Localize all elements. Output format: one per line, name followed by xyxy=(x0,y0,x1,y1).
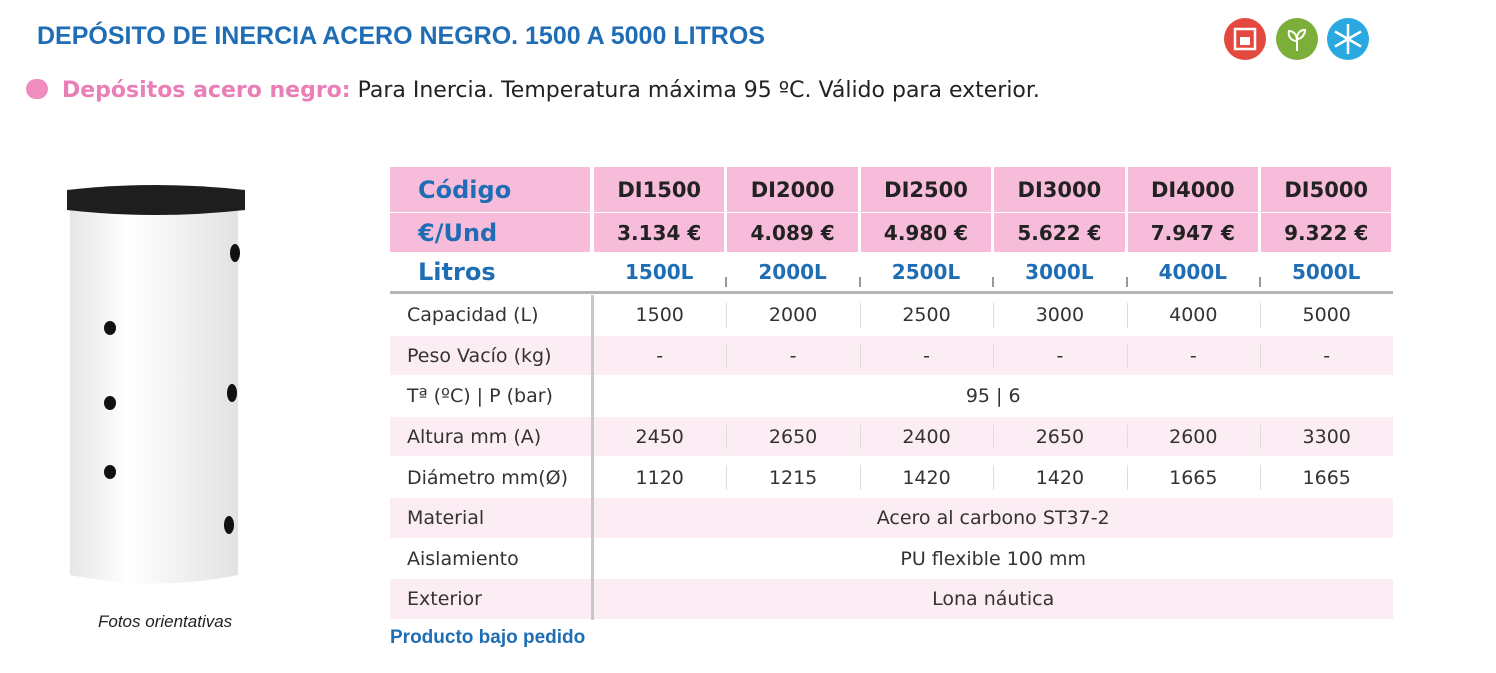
divider xyxy=(726,424,728,450)
row-label: Diámetro mm(Ø) xyxy=(407,466,569,489)
divider xyxy=(1126,424,1128,450)
divider xyxy=(1260,343,1261,369)
cell: 1420 xyxy=(1035,466,1085,489)
footer-note: Producto bajo pedido xyxy=(390,627,586,648)
divider xyxy=(1260,424,1261,450)
bullet xyxy=(26,79,48,99)
image-caption: Fotos orientativas xyxy=(98,612,233,631)
divider xyxy=(859,424,861,450)
header-cell: 4.980 € xyxy=(860,213,992,252)
header-cell: 7.947 € xyxy=(1127,213,1258,252)
header-cell: DI4000 xyxy=(1127,167,1258,212)
divider xyxy=(726,343,728,369)
cell: 1420 xyxy=(902,466,951,489)
header-cell: DI1500 xyxy=(594,167,725,212)
divider xyxy=(725,277,728,287)
cell: 5000 xyxy=(1302,304,1351,327)
row-bg xyxy=(390,335,1394,376)
header-label: €/Und xyxy=(390,213,590,252)
row-label: Material xyxy=(407,507,485,530)
cell-span: 95 | 6 xyxy=(965,385,1021,408)
divider xyxy=(993,303,995,328)
divider xyxy=(992,277,995,287)
divider xyxy=(1126,465,1128,490)
header-cell: DI2500 xyxy=(860,167,992,212)
subtitle-text: Para Inercia. Temperatura máxima 95 ºC. … xyxy=(357,78,1040,103)
row-label: Tª (ºC) | P (bar) xyxy=(407,385,553,408)
cell: 1215 xyxy=(768,466,818,489)
cell: 1665 xyxy=(1169,466,1218,489)
cell: 4000 xyxy=(1169,304,1218,327)
cell: - xyxy=(1189,344,1197,367)
cell: 2650 xyxy=(768,426,818,449)
cell: - xyxy=(656,344,664,367)
header-cell: 3000L xyxy=(1025,260,1094,284)
header-rule xyxy=(390,291,1394,294)
header-cell: 3.134 € xyxy=(594,213,725,252)
cell: 1120 xyxy=(635,466,684,489)
cell: 2450 xyxy=(635,426,684,449)
icons xyxy=(1224,18,1369,60)
header-cell: 2000L xyxy=(758,260,827,284)
cell: 1665 xyxy=(1302,466,1351,489)
divider xyxy=(1126,303,1128,328)
cell: - xyxy=(1056,344,1064,367)
cell: - xyxy=(789,344,797,367)
row-label: Capacidad (L) xyxy=(407,304,539,327)
row-bg xyxy=(390,416,1394,457)
header-cell: 5000L xyxy=(1291,260,1361,284)
divider xyxy=(858,277,861,287)
header-cell: 9.322 € xyxy=(1261,213,1392,252)
divider xyxy=(1260,303,1261,328)
divider xyxy=(859,303,861,328)
cell: 2650 xyxy=(1035,426,1085,449)
cell: - xyxy=(923,344,930,367)
divider xyxy=(993,424,995,450)
cell: 2500 xyxy=(902,304,951,327)
divider xyxy=(1259,277,1261,287)
divider xyxy=(726,303,728,328)
subtitle: Depósitos acero negro: Para Inercia. Tem… xyxy=(26,78,1040,103)
cell: 3300 xyxy=(1302,426,1351,449)
row-label: Exterior xyxy=(407,588,482,611)
cell-span: Lona náutica xyxy=(932,588,1055,611)
row-label: Peso Vacío (kg) xyxy=(407,344,552,367)
column-rule xyxy=(591,295,594,620)
cell-span: PU flexible 100 mm xyxy=(900,547,1087,570)
row-label: Aislamiento xyxy=(407,547,519,570)
cell: - xyxy=(1323,344,1331,367)
header-cell: 5.622 € xyxy=(994,213,1125,252)
cell: 1500 xyxy=(635,304,684,327)
cell: 2400 xyxy=(902,426,951,449)
divider xyxy=(993,465,995,490)
row-label: Altura mm (A) xyxy=(407,426,542,449)
cell: 3000 xyxy=(1035,304,1085,327)
divider xyxy=(1260,465,1261,490)
divider xyxy=(1125,277,1128,287)
row-bg xyxy=(390,498,1394,538)
header-cell: 4.089 € xyxy=(727,213,858,252)
subtitle-label: Depósitos acero negro: xyxy=(62,78,351,103)
divider xyxy=(859,343,861,369)
divider xyxy=(993,343,995,369)
header-cell: DI3000 xyxy=(994,167,1125,212)
header-cell: 4000L xyxy=(1158,260,1227,284)
divider xyxy=(726,465,728,490)
divider xyxy=(859,465,861,490)
header-cell: 2500L xyxy=(891,260,961,284)
header-label: Código xyxy=(390,167,590,212)
header-cell: DI5000 xyxy=(1261,167,1392,212)
cell: 2000 xyxy=(768,304,818,327)
divider xyxy=(1126,343,1128,369)
tank-image xyxy=(67,185,245,584)
cell: 2600 xyxy=(1169,426,1218,449)
row-bg xyxy=(390,579,1394,619)
cell-span: Acero al carbono ST37-2 xyxy=(876,507,1110,530)
header-label: Litros xyxy=(418,258,496,286)
header-cell: 1500L xyxy=(624,260,694,284)
title: DEPÓSITO DE INERCIA ACERO NEGRO. 1500 A … xyxy=(37,22,765,50)
header-cell: DI2000 xyxy=(727,167,858,212)
